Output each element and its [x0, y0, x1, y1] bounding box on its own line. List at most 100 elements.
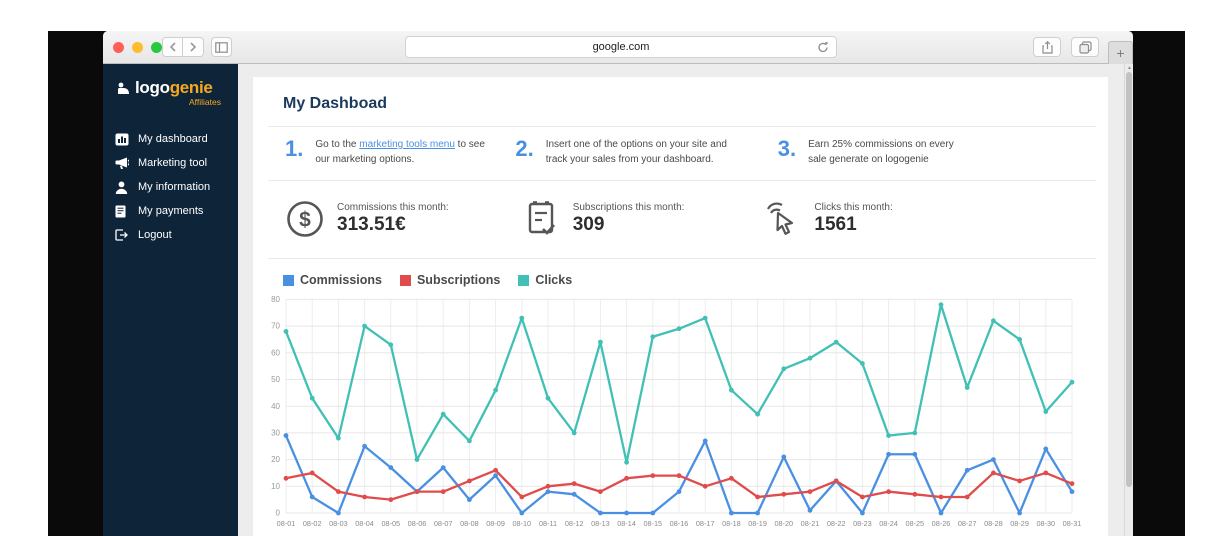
step-text: Insert one of the options on your site a…	[545, 139, 727, 165]
stat-label: Commissions this month:	[337, 202, 449, 213]
svg-text:08-25: 08-25	[905, 519, 924, 528]
dashboard-icon	[115, 132, 130, 146]
svg-text:08-14: 08-14	[617, 519, 636, 528]
svg-text:08-20: 08-20	[774, 519, 793, 528]
stat-clicks: Clicks this month: 1561	[762, 199, 893, 239]
sidebar-icon	[215, 41, 228, 53]
svg-text:08-16: 08-16	[670, 519, 689, 528]
app-sidebar: logo genie Affiliates My dashboard	[103, 64, 238, 536]
svg-text:40: 40	[271, 402, 280, 411]
legend-item-commissions[interactable]: Commissions	[283, 273, 382, 287]
step-3: 3. Earn 25% commissions on every sale ge…	[778, 138, 968, 167]
megaphone-icon	[115, 156, 130, 170]
address-bar[interactable]: google.com	[405, 36, 837, 58]
legend-item-subscriptions[interactable]: Subscriptions	[399, 273, 501, 287]
step-2: 2. Insert one of the options on your sit…	[515, 138, 737, 167]
sidebar-item-label: My dashboard	[138, 133, 208, 145]
svg-text:08-19: 08-19	[748, 519, 767, 528]
svg-text:08-11: 08-11	[539, 519, 557, 528]
page-title: My Dashboad	[283, 95, 388, 112]
svg-text:60: 60	[271, 348, 280, 357]
logo-text-logo: logo	[135, 78, 170, 97]
svg-text:08-08: 08-08	[460, 519, 479, 528]
svg-text:08-22: 08-22	[827, 519, 846, 528]
scrollbar-thumb[interactable]	[1126, 72, 1132, 488]
line-chart: 0 10 20 30 40 50 60 70 80 08-01 08-02 08-03 08-04 08-…	[271, 295, 1082, 528]
svg-text:08-01: 08-01	[277, 519, 296, 528]
sidebar-item-my-dashboard[interactable]: My dashboard	[103, 127, 238, 151]
chart-legend: Commissions Subscriptions Clicks	[283, 273, 1086, 287]
svg-text:08-07: 08-07	[434, 519, 453, 528]
forward-button[interactable]	[183, 37, 204, 57]
sidebar-item-label: Logout	[138, 229, 172, 241]
desktop-background: google.com +	[48, 31, 1185, 536]
legend-swatch	[283, 274, 294, 286]
dollar-circle-icon: $	[285, 199, 325, 239]
svg-text:08-04: 08-04	[355, 519, 374, 528]
stat-label: Clicks this month:	[814, 202, 893, 213]
svg-text:80: 80	[271, 295, 280, 304]
person-icon	[115, 180, 130, 194]
stat-label: Subscriptions this month:	[572, 202, 685, 213]
svg-text:08-31: 08-31	[1063, 519, 1082, 528]
back-button[interactable]	[162, 37, 183, 57]
onboarding-steps: 1. Go to the marketing tools menu to see…	[283, 138, 1086, 167]
tabs-icon	[1078, 40, 1092, 54]
stat-commissions: $ Commissions this month: 313.51€	[285, 199, 449, 239]
scroll-up-arrow[interactable]: ▲	[1127, 65, 1132, 71]
divider	[268, 258, 1096, 259]
clipboard-check-icon	[521, 199, 561, 239]
sidebar-item-my-information[interactable]: My information	[103, 175, 238, 199]
browser-toolbar: google.com +	[103, 31, 1133, 64]
logogenie-logo[interactable]: logo genie Affiliates	[103, 64, 238, 117]
svg-text:08-15: 08-15	[643, 519, 662, 528]
svg-text:08-13: 08-13	[591, 519, 610, 528]
svg-text:08-10: 08-10	[512, 519, 531, 528]
svg-text:08-17: 08-17	[696, 519, 715, 528]
svg-text:50: 50	[271, 375, 280, 384]
close-window-button[interactable]	[113, 42, 124, 53]
zoom-window-button[interactable]	[151, 42, 162, 53]
stat-value: 313.51€	[337, 214, 406, 235]
step-1: 1. Go to the marketing tools menu to see…	[285, 138, 487, 167]
browser-window: google.com +	[103, 31, 1133, 536]
page-scrollbar[interactable]: ▲	[1124, 64, 1133, 536]
window-controls	[113, 42, 162, 53]
logo-subtitle: Affiliates	[189, 97, 221, 107]
svg-text:08-03: 08-03	[329, 519, 348, 528]
svg-text:08-18: 08-18	[722, 519, 741, 528]
divider	[268, 126, 1096, 127]
svg-text:08-06: 08-06	[408, 519, 427, 528]
new-tab-button[interactable]: +	[1108, 41, 1133, 64]
logout-icon	[115, 228, 130, 242]
legend-swatch	[518, 274, 530, 286]
step-number: 3.	[777, 136, 797, 161]
svg-text:0: 0	[276, 509, 281, 518]
svg-text:08-27: 08-27	[958, 519, 977, 528]
sidebar-item-logout[interactable]: Logout	[103, 223, 238, 247]
reload-icon[interactable]	[817, 41, 829, 57]
stat-value: 1561	[814, 214, 857, 235]
legend-item-clicks[interactable]: Clicks	[518, 273, 572, 287]
svg-text:70: 70	[271, 322, 280, 331]
stat-subscriptions: Subscriptions this month: 309	[521, 199, 685, 239]
marketing-tools-menu-link[interactable]: marketing tools menu	[359, 139, 455, 150]
svg-text:08-29: 08-29	[1010, 519, 1029, 528]
show-tabs-button[interactable]	[1071, 37, 1099, 57]
step-number: 2.	[515, 136, 534, 161]
step-text: Go to the	[315, 139, 360, 150]
logogenie-mark-icon	[118, 82, 129, 94]
sidebar-toggle-button[interactable]	[211, 37, 232, 57]
sidebar-item-my-payments[interactable]: My payments	[103, 199, 238, 223]
svg-text:08-09: 08-09	[486, 519, 505, 528]
url-text: google.com	[592, 41, 650, 53]
minimize-window-button[interactable]	[132, 42, 143, 53]
cursor-click-icon	[762, 199, 802, 239]
chevron-left-icon	[169, 42, 176, 52]
sidebar-item-marketing-tool[interactable]: Marketing tool	[103, 151, 238, 175]
svg-text:08-05: 08-05	[381, 519, 400, 528]
legend-label: Subscriptions	[416, 273, 501, 287]
share-button[interactable]	[1033, 37, 1061, 57]
invoice-icon	[115, 204, 130, 218]
share-icon	[1041, 40, 1053, 54]
